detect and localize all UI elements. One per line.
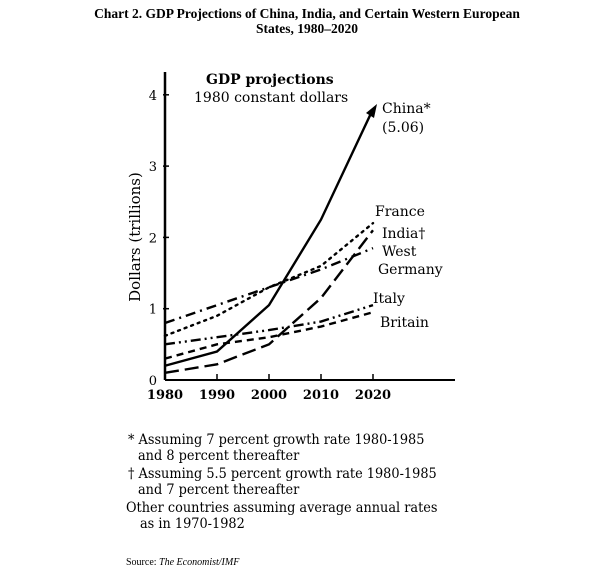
series-line-india	[164, 229, 374, 375]
x-tick-label: 1980	[147, 388, 183, 403]
series-label: West	[382, 244, 417, 260]
source-note: Source: The Economist/IMF	[126, 557, 239, 568]
footnote-india-1: † Assuming 5.5 percent growth rate 1980-…	[128, 466, 437, 482]
footnote-india-2: and 7 percent thereafter	[138, 482, 300, 498]
x-tick-label: 2000	[251, 388, 287, 403]
series-line-west-germany	[164, 246, 374, 325]
footnote-others-1: Other countries assuming average annual …	[126, 500, 438, 516]
china-arrowhead	[366, 104, 377, 119]
series-line-britain	[164, 311, 374, 360]
series-label: China*	[382, 101, 431, 117]
chart-title-line-2: States, 1980–2020	[256, 21, 358, 36]
x-tick-label: 1990	[199, 388, 235, 403]
source-label: Source:	[126, 557, 157, 568]
y-tick-label: 1	[149, 303, 157, 318]
chart-title-line-1: Chart 2. GDP Projections of China, India…	[94, 6, 520, 21]
series-line-italy	[164, 303, 374, 346]
chart-inner-subtitle: 1980 constant dollars	[194, 90, 348, 106]
y-tick-label: 2	[149, 231, 157, 246]
x-tick-label: 2020	[355, 388, 391, 403]
x-tick-label: 2010	[303, 388, 339, 403]
series-note: (5.06)	[382, 120, 424, 136]
footnote-others-2: as in 1970-1982	[140, 516, 245, 532]
series-label: Italy	[373, 291, 405, 307]
series-label: France	[375, 204, 425, 220]
series-label: India†	[382, 226, 425, 242]
footnote-china-2: and 8 percent thereafter	[138, 448, 300, 464]
y-axis-label: Dollars (trillions)	[126, 172, 144, 302]
source-text: The Economist/IMF	[159, 557, 240, 568]
series-line-china	[164, 108, 375, 367]
y-tick-label: 4	[149, 89, 157, 104]
y-tick-label: 3	[149, 160, 157, 175]
series-line-france	[163, 221, 375, 337]
series-label: Germany	[378, 262, 443, 278]
footnote-china-1: * Assuming 7 percent growth rate 1980-19…	[128, 432, 425, 448]
series-label: Britain	[380, 315, 429, 331]
chart-inner-title: GDP projections	[206, 72, 334, 88]
y-tick-label: 0	[149, 374, 157, 389]
